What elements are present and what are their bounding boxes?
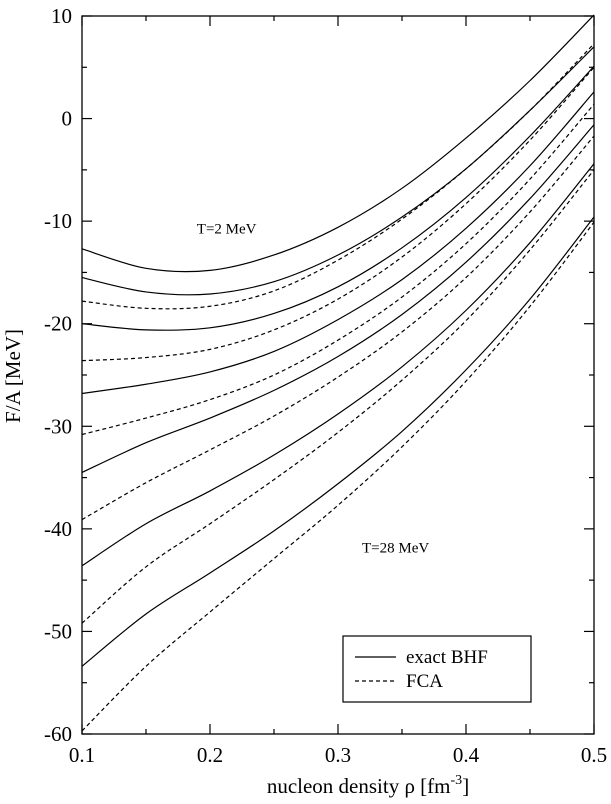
x-axis-label-close: ]: [462, 774, 469, 798]
fca-curve-10: [81, 169, 595, 624]
legend: exact BHF FCA: [342, 635, 532, 703]
x-tick-label: 0.1: [69, 743, 95, 767]
annotation-label-0: T=2 MeV: [197, 221, 257, 237]
y-tick-label: -60: [44, 722, 72, 746]
x-tick-label: 0.2: [197, 743, 223, 767]
bhf-curve-11: [81, 216, 595, 667]
bhf-curve-9: [81, 163, 595, 567]
legend-label-fca: FCA: [406, 671, 443, 692]
plot-frame: [81, 15, 595, 735]
annotation-label-1: T=28 MeV: [362, 540, 429, 556]
annotations-group: T=2 MeV T=28 MeV: [197, 221, 430, 556]
bhf-curve-0: [81, 14, 595, 273]
series-group: [81, 14, 595, 732]
bhf-curve-3: [81, 65, 595, 331]
y-tick-label: -10: [44, 209, 72, 233]
y-axis-label: F/A [MeV]: [1, 329, 25, 423]
y-tick-label: -50: [44, 619, 72, 643]
x-axis-label-main: nucleon density ρ [fm: [267, 774, 451, 798]
legend-box: [342, 635, 532, 703]
y-tick-label: -20: [44, 312, 72, 336]
x-tick-label: 0.5: [581, 743, 607, 767]
fca-curve-4: [81, 66, 595, 362]
fca-curve-2: [81, 43, 595, 310]
legend-label-exact-bhf: exact BHF: [406, 647, 488, 668]
y-tick-label: 10: [51, 4, 72, 28]
axis-ticks: 0.1 0.2 0.3 0.4 0.5 -60 -50 -40 -30 -20 -10 0 10: [44, 4, 607, 767]
x-tick-label: 0.4: [453, 743, 480, 767]
bhf-curve-5: [81, 91, 595, 395]
fca-curve-6: [81, 103, 595, 436]
y-tick-label: 0: [62, 107, 73, 131]
y-tick-label: -30: [44, 414, 72, 438]
fca-curve-8: [81, 135, 595, 521]
fca-curve-12: [81, 221, 595, 732]
x-axis-label: nucleon density ρ [fm-3]: [267, 773, 469, 798]
x-axis-label-superscript: -3: [451, 773, 463, 788]
y-tick-label: -40: [44, 517, 72, 541]
x-tick-label: 0.3: [325, 743, 351, 767]
bhf-curve-7: [81, 124, 595, 473]
